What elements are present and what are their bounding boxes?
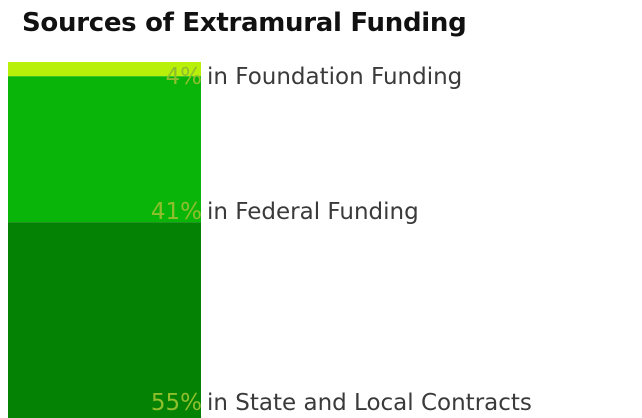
segment-description-2: in Federal Funding [207,199,419,225]
segment-description-3: in State and Local Contracts [207,390,532,416]
segment-value-label-3: 55% [151,390,202,416]
bar-segment-1 [8,62,201,77]
segment-value-label-1: 4% [166,64,203,90]
segment-value-label-2: 41% [151,199,202,225]
bar-segment-2 [8,76,201,223]
segment-description-1: in Foundation Funding [207,64,462,90]
chart-title: Sources of Extramural Funding [22,8,467,38]
bar-segment-3 [8,222,201,418]
